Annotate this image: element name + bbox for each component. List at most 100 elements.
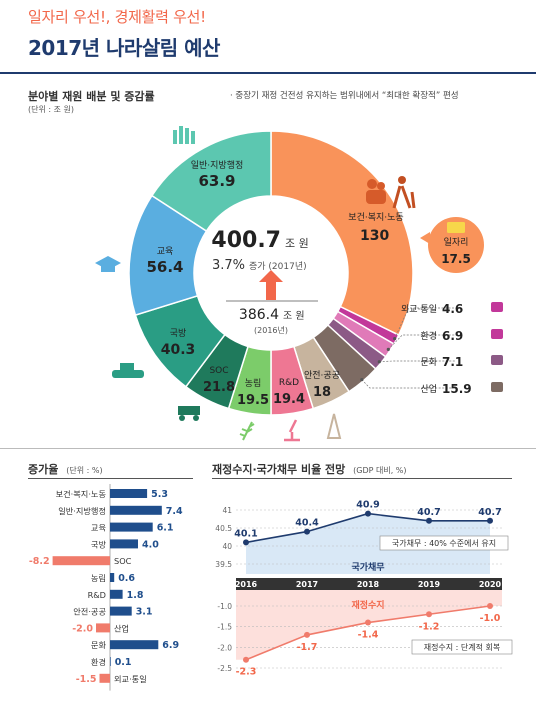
xtick-2016: 2016 xyxy=(235,580,258,589)
xtick-2019: 2019 xyxy=(418,580,441,589)
growth-bar-chart: 보건·복지·노동 5.3 일반·지방행정 7.4 교육 6.1 국방 4.0 SOC -8.2 농림… xyxy=(29,484,183,691)
tower-icon xyxy=(326,413,342,439)
value-industry: 15.9 xyxy=(442,382,472,396)
value-rnd: 19.4 xyxy=(273,392,305,407)
value-agri: 19.5 xyxy=(237,393,269,408)
admin-building-icon xyxy=(191,131,195,144)
year-axis-band xyxy=(236,578,502,590)
bar-3 xyxy=(110,539,138,549)
admin-building-icon xyxy=(173,130,177,144)
deficit-point-3 xyxy=(426,611,432,618)
deficit-point-0 xyxy=(243,656,249,663)
budget-unit: (단위 : 조 원) xyxy=(28,105,75,114)
deficit-point-1 xyxy=(304,631,310,638)
value-env: 6.9 xyxy=(442,329,463,343)
wheel-icon xyxy=(179,415,185,421)
growth-chart-title: 증가율 (단위 : %) xyxy=(28,461,103,477)
xtick-2020: 2020 xyxy=(479,580,502,589)
section-divider xyxy=(0,448,536,449)
center-total-unit: 조 원 xyxy=(285,237,309,250)
debt-ytick: 41 xyxy=(222,506,232,515)
deficit-ytick: -1.0 xyxy=(217,602,232,611)
debt-label-1: 40.4 xyxy=(295,518,319,529)
deficit-label-2: -1.4 xyxy=(358,630,379,641)
deficit-annotation-box xyxy=(411,639,513,655)
label-culture: 문화 xyxy=(420,357,437,368)
budget-section-title: 분야별 재원 배분 및 증감률 xyxy=(28,90,155,103)
bar-category-9: 문화 xyxy=(91,640,107,650)
deficit-label-4: -1.0 xyxy=(480,613,501,624)
value-safety: 18 xyxy=(313,385,331,400)
value-soc: 21.8 xyxy=(203,380,235,395)
bar-5 xyxy=(110,573,115,582)
jobs-label: 일자리 xyxy=(444,237,469,248)
bar-value-8: -2.0 xyxy=(72,623,93,634)
label-edu: 교육 xyxy=(157,246,174,257)
leader-industry xyxy=(361,379,456,389)
bar-category-6: R&D xyxy=(88,590,106,600)
xtick-2018: 2018 xyxy=(357,580,380,589)
foreign-icon xyxy=(491,302,503,312)
label-gov: 일반·지방행정 xyxy=(191,159,244,171)
bar-category-11: 외교·통일 xyxy=(114,674,147,684)
bar-value-3: 4.0 xyxy=(142,539,159,550)
bar-category-2: 교육 xyxy=(91,523,107,533)
debt-ytick: 40.5 xyxy=(215,524,232,533)
label-industry: 산업 xyxy=(420,384,437,395)
jobs-badge xyxy=(428,217,484,273)
deficit-series-name: 재정수지 xyxy=(351,599,384,611)
fiscal-title-underline xyxy=(212,478,512,479)
value-gov: 63.9 xyxy=(198,172,235,190)
leader-culture xyxy=(379,360,456,363)
bar-2 xyxy=(110,522,153,532)
debt-label-2: 40.9 xyxy=(356,500,379,511)
bar-category-5: 농림 xyxy=(91,573,106,583)
debt-ytick: 40 xyxy=(222,542,232,551)
debt-point-4 xyxy=(487,517,493,524)
family-icon xyxy=(367,179,377,189)
bar-category-4: SOC xyxy=(114,556,132,566)
value-defense: 40.3 xyxy=(161,342,196,358)
microscope-icon xyxy=(284,419,300,442)
industry-icon xyxy=(491,382,503,392)
label-rnd: R&D xyxy=(279,378,299,388)
leader-dot-culture xyxy=(377,360,381,364)
admin-building-icon xyxy=(179,126,183,144)
deficit-ytick: -2.0 xyxy=(217,643,232,652)
jobs-value: 17.5 xyxy=(441,252,471,266)
bar-category-10: 환경 xyxy=(91,657,106,667)
bar-value-7: 3.1 xyxy=(136,607,153,618)
fiscal-line-chart: 41 40.5 40 39.5 2016 2017 2018 2019 2020 40.1 40.4… xyxy=(215,500,513,678)
bar-4 xyxy=(52,556,110,566)
debt-point-2 xyxy=(365,510,371,517)
debt-label-0: 40.1 xyxy=(234,528,257,539)
bar-value-1: 7.4 xyxy=(166,506,183,517)
deficit-label-3: -1.2 xyxy=(419,621,440,632)
bar-category-7: 안전·공공 xyxy=(73,607,106,617)
bar-category-0: 보건·복지·노동 xyxy=(56,489,107,499)
deficit-ytick: -2.5 xyxy=(217,664,232,673)
label-agri: 농림 xyxy=(245,377,262,389)
debt-area xyxy=(246,513,490,574)
deficit-label-1: -1.7 xyxy=(297,642,318,653)
excavator-icon xyxy=(178,406,200,415)
bar-6 xyxy=(110,589,123,599)
jobs-badge-pointer xyxy=(420,232,430,244)
leader-dot-env xyxy=(386,347,390,352)
debt-ytick: 39.5 xyxy=(215,560,232,569)
debt-series-name: 국가채무 xyxy=(351,561,384,573)
debt-label-4: 40.7 xyxy=(478,507,501,518)
label-safety: 안전·공공 xyxy=(304,370,340,381)
debt-label-3: 40.7 xyxy=(417,507,440,518)
value-culture: 7.1 xyxy=(442,355,463,369)
wheel-icon xyxy=(193,415,199,421)
bar-8 xyxy=(96,623,110,633)
bar-11 xyxy=(99,673,110,683)
xtick-2017: 2017 xyxy=(296,580,318,589)
leader-dot-industry xyxy=(360,377,364,382)
elder-body-icon xyxy=(392,185,416,209)
wheat-icon xyxy=(239,421,255,441)
fiscal-chart-title: 재정수지·국가채무 비율 전망 (GDP 대비, %) xyxy=(212,461,407,477)
bar-1 xyxy=(110,505,162,515)
culture-icon xyxy=(491,355,503,365)
